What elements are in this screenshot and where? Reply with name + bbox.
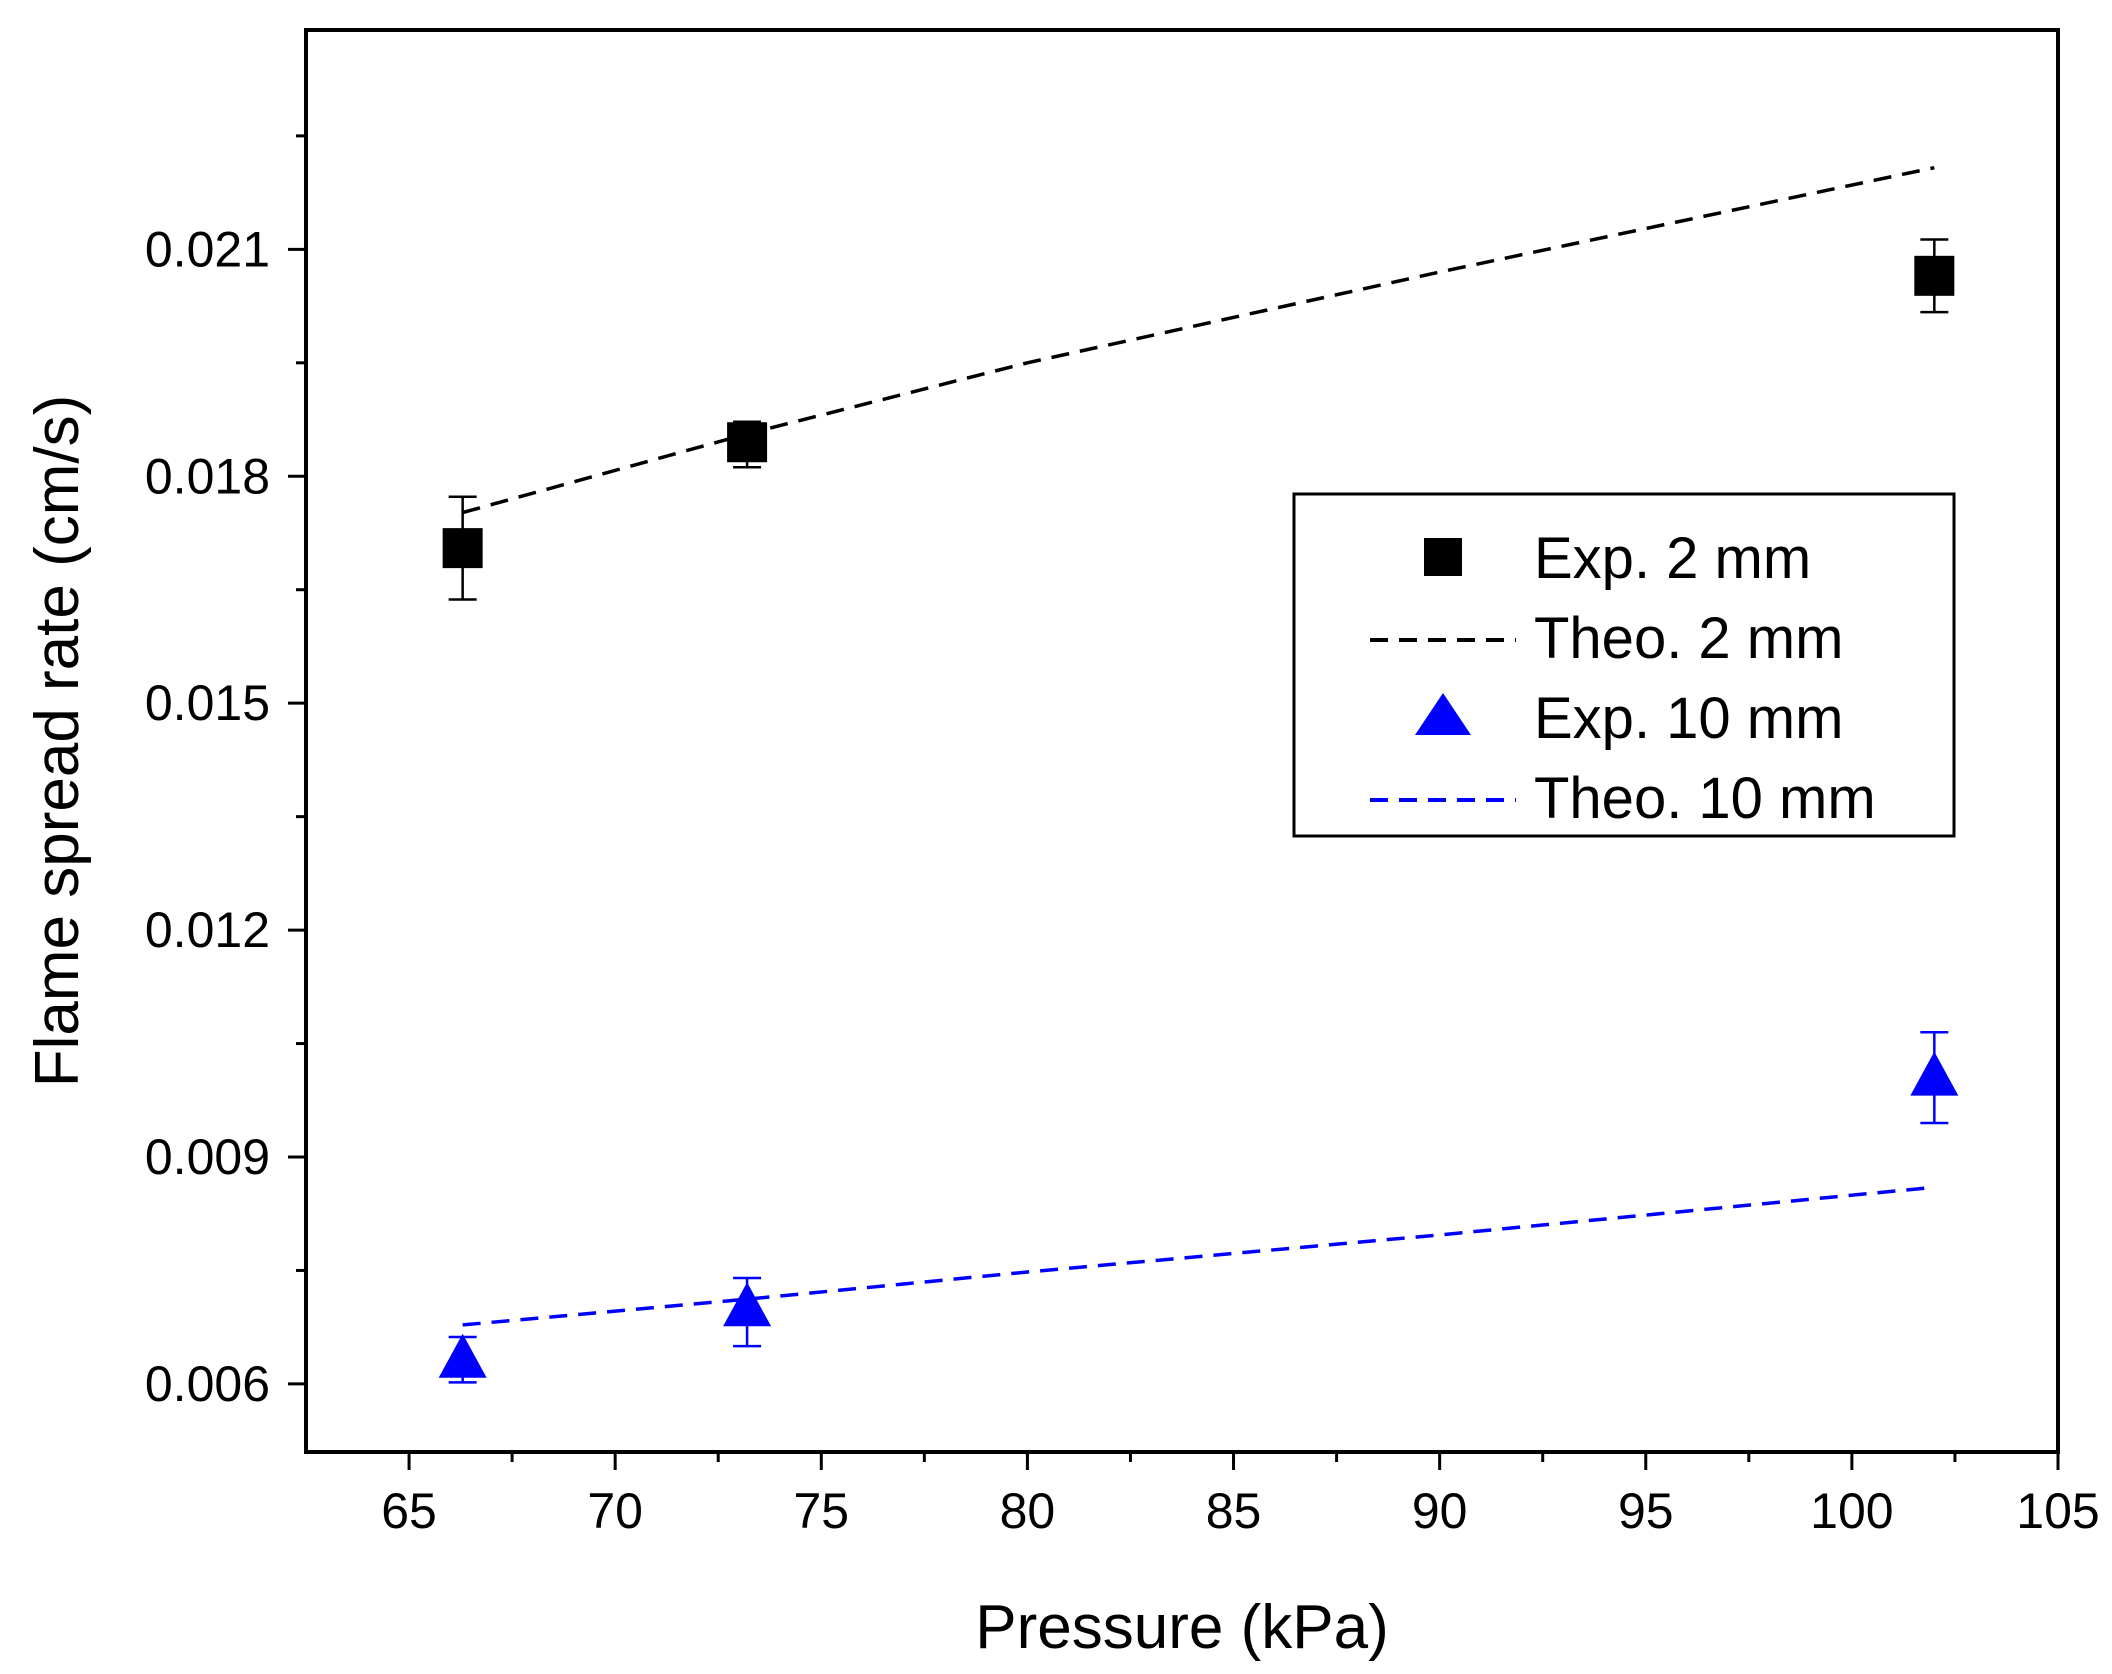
legend: Exp. 2 mm Theo. 2 mm Exp. 10 mm Theo. 10… — [1292, 492, 1956, 838]
legend-label-theo-10mm: Theo. 10 mm — [1534, 766, 1876, 831]
x-axis-ticks: 65 70 75 80 85 90 95 100 105 — [381, 1452, 2100, 1539]
y-tick-label: 0.018 — [145, 448, 270, 504]
x-axis-title: Pressure (kPa) — [975, 1593, 1388, 1662]
x-tick-label: 85 — [1206, 1483, 1262, 1539]
y-tick-label: 0.015 — [145, 675, 270, 731]
y-tick-label: 0.012 — [145, 902, 270, 958]
legend-label-theo-2mm: Theo. 2 mm — [1534, 606, 1843, 671]
data-point-triangle — [1910, 1051, 1959, 1096]
legend-marker-exp-10mm — [1415, 693, 1471, 735]
series-layer — [438, 165, 1959, 1384]
legend-label-exp-10mm: Exp. 10 mm — [1534, 686, 1843, 751]
x-tick-label: 80 — [1000, 1483, 1056, 1539]
y-axis-ticks: 0.006 0.009 0.012 0.015 0.018 0.021 — [145, 134, 306, 1412]
x-tick-label: 95 — [1618, 1483, 1674, 1539]
series-line-1 — [462, 165, 1935, 515]
y-tick-label: 0.021 — [145, 221, 270, 277]
x-tick-label: 70 — [587, 1483, 643, 1539]
data-point-triangle — [723, 1282, 772, 1327]
x-tick-label: 90 — [1412, 1483, 1468, 1539]
y-tick-label: 0.006 — [145, 1356, 270, 1412]
data-point-triangle — [438, 1333, 487, 1378]
data-point-square — [1914, 255, 1955, 296]
legend-marker-exp-2mm — [1424, 538, 1462, 576]
plot-frame — [304, 28, 2060, 1454]
y-tick-label: 0.009 — [145, 1129, 270, 1185]
y-axis-title: Flame spread rate (cm/s) — [23, 395, 92, 1088]
data-point-square — [442, 528, 483, 569]
x-tick-label: 100 — [1810, 1483, 1893, 1539]
data-point-square — [727, 422, 768, 463]
x-tick-label: 105 — [2016, 1483, 2099, 1539]
x-tick-label: 75 — [793, 1483, 849, 1539]
legend-label-exp-2mm: Exp. 2 mm — [1534, 526, 1811, 591]
legend-box — [1292, 492, 1956, 838]
x-tick-label: 65 — [381, 1483, 437, 1539]
series-line-3 — [462, 1185, 1935, 1327]
